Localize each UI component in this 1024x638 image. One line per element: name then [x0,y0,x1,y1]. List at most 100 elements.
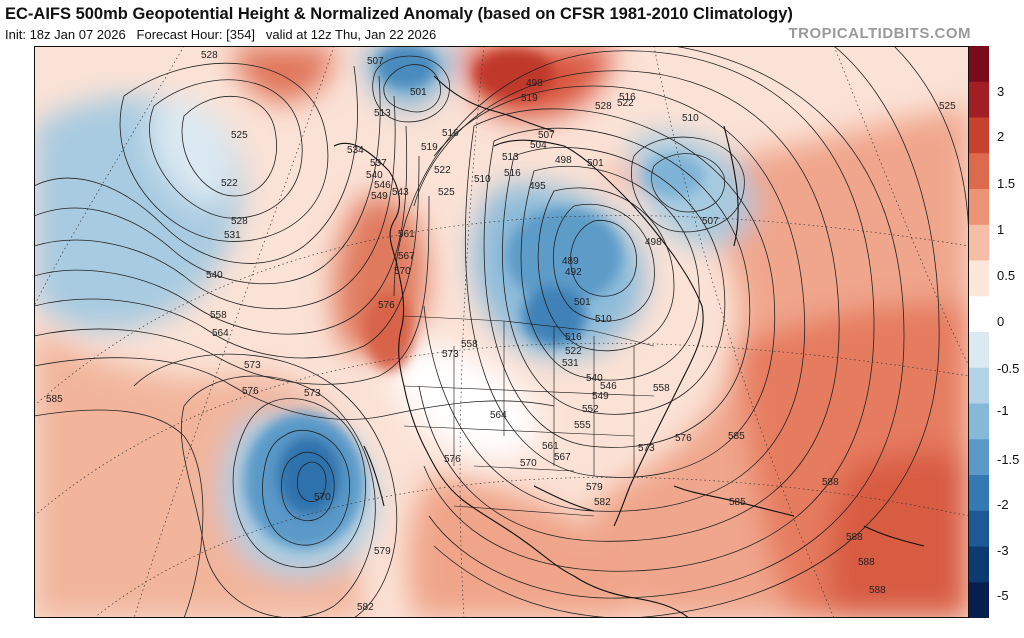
map-frame [34,46,969,618]
contour-label: 519 [421,142,438,153]
contour-label: 567 [398,251,415,262]
contour-label: 567 [554,452,571,463]
contour-label: 507 [367,56,384,67]
contour-label: 522 [221,178,238,189]
colorbar-tick-label: -3 [997,543,1009,558]
colorbar-tick-label: 3 [997,84,1004,99]
contour-label: 510 [595,314,612,325]
contour-label: 498 [555,155,572,166]
contour-label: 570 [314,492,331,503]
colorbar-tick-label: 0.5 [997,268,1015,283]
colorbar-cell [969,296,989,333]
contour-label: 528 [231,216,248,227]
valid-time: valid at 12z Thu, Jan 22 2026 [265,27,437,42]
colorbar: 3 2 1.5 1 0.5 0 -0.5 -1 -1.5 -2 -3 -5 [969,46,1019,618]
contour-label: 528 [595,101,612,112]
contour-label: 525 [939,101,956,112]
contour-label: 558 [210,310,227,321]
contour-label: 501 [410,87,427,98]
contour-label: 582 [594,497,611,508]
contour-label: 507 [538,130,555,141]
colorbar-cell [969,367,989,404]
colorbar-cell [969,332,989,369]
contour-label: 549 [592,391,609,402]
contour-label: 522 [434,165,451,176]
contour-label: 516 [565,332,582,343]
contour-label: 501 [574,297,591,308]
contour-label: 582 [357,602,374,613]
graticule [34,46,969,618]
contour-label: 561 [542,441,559,452]
colorbar-cell [969,510,989,547]
contour-label: 516 [619,92,636,103]
contour-label: 549 [371,191,388,202]
contour-label: 504 [530,140,547,151]
colorbar-tick-label: 1.5 [997,176,1015,191]
contour-label: 588 [858,557,875,568]
colorbar-tick-label: 0 [997,314,1004,329]
contour-labels: 528 525 522 528 531 540 558 564 573 576 585 573 570 5… [46,50,956,613]
colorbar-cell [969,189,989,226]
contour-label: 513 [502,152,519,163]
colorbar-cell [969,403,989,440]
contour-label: 543 [392,187,409,198]
contour-label: 531 [224,230,241,241]
contour-label: 540 [366,170,383,181]
contour-label: 576 [675,433,692,444]
colorbar-tick-label: 2 [997,129,1004,144]
contour-label: 501 [587,158,604,169]
contour-label: 540 [206,270,223,281]
contour-label: 573 [638,443,655,454]
init-time: Init: 18z Jan 07 2026 [5,27,126,42]
contour-label: 561 [398,229,415,240]
coastlines [333,75,925,618]
site-watermark: TROPICALTIDBITS.COM [788,25,971,42]
colorbar-tick-label: 1 [997,222,1004,237]
contour-label: 558 [461,339,478,350]
contour-label: 576 [378,300,395,311]
contour-label: 534 [347,145,364,156]
state-borders [403,315,655,517]
contour-label: 564 [490,410,507,421]
contour-label: 507 [702,216,719,227]
contour-label: 525 [438,187,455,198]
colorbar-cell [969,546,989,583]
contour-label: 576 [242,386,259,397]
contour-label: 510 [474,174,491,185]
contour-label: 576 [444,454,461,465]
colorbar-cell [969,582,989,618]
chart-subtitle: Init: 18z Jan 07 2026 Forecast Hour: [35… [5,27,436,42]
contour-label: 540 [586,373,603,384]
contour-label: 513 [374,108,391,119]
contour-label: 573 [304,388,321,399]
contour-label: 525 [231,130,248,141]
contour-label: 516 [442,128,459,139]
chart-title: EC-AIFS 500mb Geopotential Height & Norm… [5,5,793,23]
forecast-hour: Forecast Hour: [354] [136,27,256,42]
contour-label: 522 [617,98,634,109]
colorbar-cell [969,81,989,118]
colorbar-cell [969,475,989,512]
contour-label: 546 [374,180,391,191]
contour-label: 588 [846,532,863,543]
contour-label: 516 [504,168,521,179]
colorbar-cell [969,117,989,154]
contour-label: 573 [244,360,261,371]
contour-label: 489 [562,256,579,267]
colorbar-tick-label: -5 [997,588,1009,603]
height-contours [34,46,969,618]
contour-label: 510 [682,113,699,124]
colorbar-tick-label: -1 [997,403,1009,418]
contour-label: 492 [565,267,582,278]
colorbar-cell [969,153,989,190]
contour-label: 573 [442,349,459,360]
contour-label: 579 [374,546,391,557]
contour-label: 570 [520,458,537,469]
contour-label: 555 [574,420,591,431]
colorbar-tick-label: -2 [997,497,1009,512]
contour-label: 519 [521,93,538,104]
contour-label: 498 [645,237,662,248]
contour-label: 585 [728,431,745,442]
contour-label: 495 [529,181,546,192]
contour-label: 588 [869,585,886,596]
